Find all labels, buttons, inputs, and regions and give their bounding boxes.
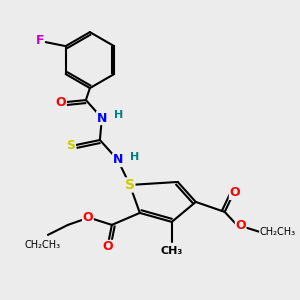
Text: O: O [230, 186, 240, 200]
Text: CH₃: CH₃ [161, 246, 183, 256]
Text: S: S [125, 178, 135, 192]
Text: N: N [113, 154, 123, 166]
Text: S: S [66, 139, 75, 152]
Text: N: N [97, 112, 107, 124]
Text: CH₂CH₃: CH₂CH₃ [25, 240, 61, 250]
Text: H: H [114, 110, 123, 120]
Text: H: H [130, 152, 139, 162]
Text: O: O [82, 212, 93, 224]
Text: CH₂CH₃: CH₂CH₃ [260, 227, 296, 237]
Text: O: O [103, 240, 113, 254]
Text: O: O [56, 96, 66, 109]
Text: O: O [236, 219, 246, 232]
Text: F: F [35, 34, 44, 46]
